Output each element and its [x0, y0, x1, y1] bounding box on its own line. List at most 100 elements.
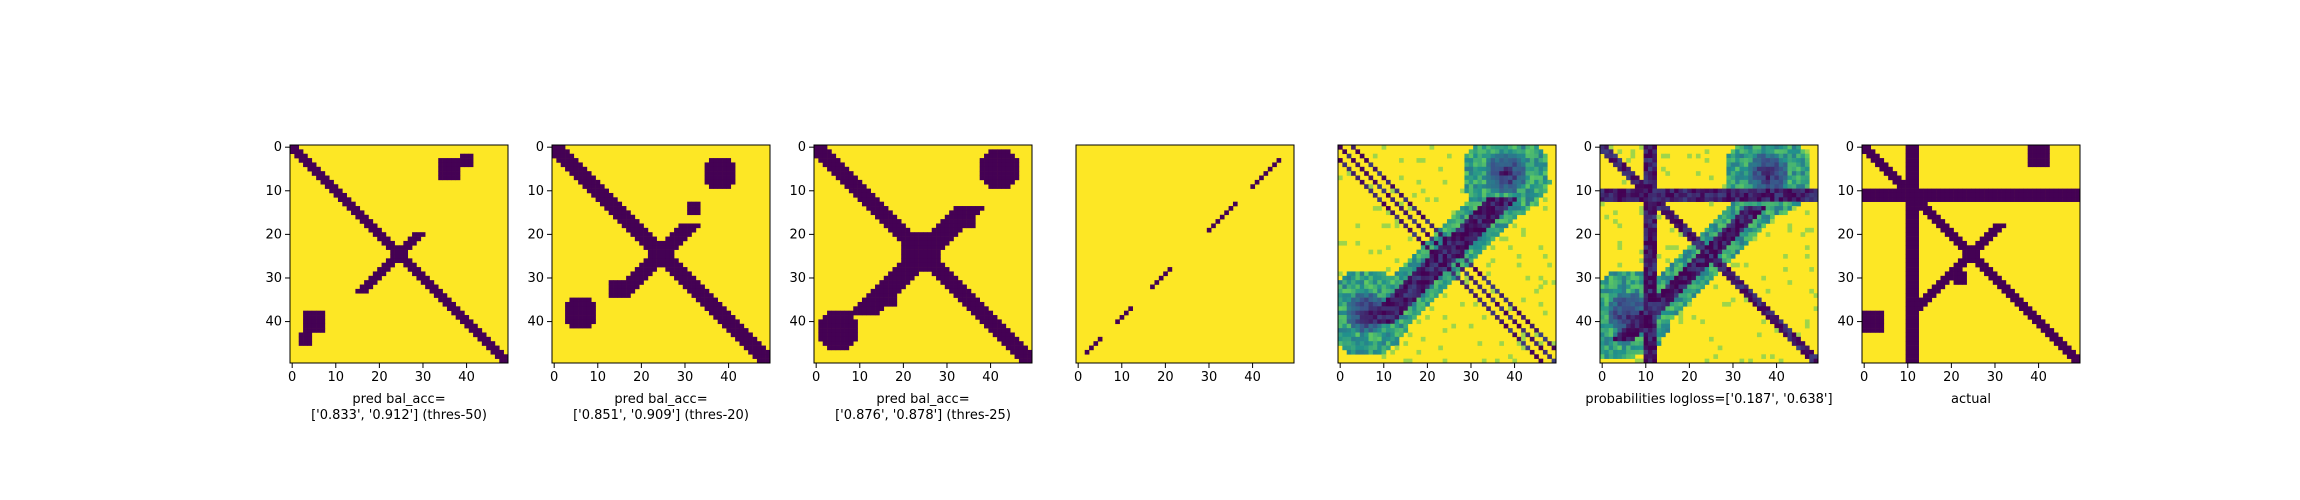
heatmap-cell: [1486, 293, 1491, 298]
heatmap-cell: [875, 293, 880, 298]
heatmap-cell: [713, 175, 718, 181]
heatmap-cell: [940, 267, 946, 272]
heatmap-cell: [1499, 306, 1504, 311]
heatmap-cell: [866, 310, 871, 316]
heatmap-cell: [905, 267, 911, 272]
heatmap-cell: [1770, 197, 1775, 202]
heatmap-cell: [2045, 197, 2050, 202]
heatmap-cell: [1464, 175, 1470, 181]
heatmap-cell: [1355, 341, 1361, 346]
heatmap-cell: [661, 240, 666, 246]
heatmap-cell: [1931, 214, 1937, 220]
heatmap-cell: [582, 310, 588, 316]
heatmap-cell: [1804, 323, 1810, 329]
heatmap-cell: [1634, 184, 1640, 189]
heatmap-cell: [1516, 341, 1522, 346]
heatmap-cell: [1643, 341, 1649, 346]
heatmap-cell: [822, 328, 828, 333]
heatmap-cell: [2049, 336, 2055, 342]
heatmap-cell: [1477, 284, 1483, 290]
heatmap-cell: [599, 188, 605, 194]
heatmap-cell: [1477, 210, 1483, 216]
heatmap-cell: [1909, 319, 1915, 325]
heatmap-cell: [1412, 315, 1417, 320]
heatmap-cell: [451, 301, 456, 307]
heatmap-cell: [1525, 158, 1531, 163]
heatmap-cell: [1778, 323, 1784, 329]
heatmap-cell: [1027, 358, 1033, 364]
heatmap-cell: [446, 301, 452, 307]
heatmap-cell: [613, 284, 618, 290]
heatmap-cell: [1359, 349, 1365, 355]
heatmap-cell: [591, 301, 596, 307]
heatmap-cell: [1765, 288, 1771, 294]
heatmap-cell: [1521, 158, 1526, 163]
heatmap-cell: [634, 236, 640, 242]
heatmap-cell: [1351, 336, 1356, 342]
heatmap-cell: [962, 206, 967, 211]
heatmap-cell: [294, 153, 300, 159]
heatmap-cell: [1804, 197, 1810, 202]
heatmap-cell: [2045, 332, 2050, 338]
heatmap-cell: [1735, 179, 1740, 185]
heatmap-cell: [591, 310, 596, 316]
x-tick-label: 20: [1419, 370, 1436, 385]
heatmap-cell: [1730, 227, 1736, 233]
heatmap-cell: [914, 254, 919, 259]
heatmap-cell: [901, 223, 906, 229]
heatmap-cell: [1455, 254, 1461, 259]
heatmap-cell: [936, 271, 941, 277]
heatmap-cell: [1709, 232, 1714, 237]
heatmap-cell: [1617, 262, 1623, 268]
heatmap-cell: [630, 232, 636, 237]
heatmap-cell: [1770, 149, 1775, 155]
heatmap-cell: [1678, 297, 1684, 303]
heatmap-cell: [1547, 179, 1552, 185]
x-tick-label: 10: [1114, 370, 1131, 385]
heatmap-cell: [944, 280, 950, 285]
heatmap-cell: [1621, 275, 1627, 281]
heatmap-cell: [652, 245, 657, 250]
heatmap-cell: [875, 297, 880, 303]
heatmap-cell: [1735, 214, 1740, 220]
heatmap-cell: [1652, 153, 1657, 159]
heatmap-cell: [1420, 275, 1426, 281]
heatmap-cells: [552, 145, 771, 364]
heatmap-cell: [905, 249, 911, 255]
heatmap-cell: [1604, 280, 1610, 285]
heatmap-cell: [1621, 323, 1627, 329]
heatmap-cell: [1804, 153, 1810, 159]
heatmap-cell: [1368, 306, 1374, 311]
heatmap-cell: [892, 280, 898, 285]
heatmap-cell: [1490, 145, 1496, 150]
heatmap-cell: [1521, 175, 1526, 181]
y-tick-label: 30: [789, 271, 806, 286]
heatmap-cell: [1643, 293, 1649, 298]
heatmap-cell: [1905, 227, 1911, 233]
heatmap-cell: [320, 175, 326, 181]
heatmap-cell: [1739, 236, 1745, 242]
heatmap-cell: [324, 184, 330, 189]
heatmap-cell: [1542, 153, 1548, 159]
heatmap-cell: [892, 284, 898, 290]
heatmap-cell: [1503, 171, 1509, 176]
heatmap-cell: [1018, 354, 1024, 359]
heatmap-cell: [1351, 323, 1356, 329]
heatmap-cell: [1709, 267, 1714, 272]
heatmap-cell: [1909, 301, 1915, 307]
heatmap-cell: [1010, 166, 1015, 172]
heatmap-cell: [1359, 179, 1365, 185]
heatmap-cell: [2071, 349, 2076, 355]
heatmap-cell: [682, 280, 688, 285]
heatmap-cell: [966, 297, 972, 303]
heatmap-cell: [1626, 328, 1631, 333]
heatmap-cell: [1643, 249, 1649, 255]
heatmap-cell: [1494, 184, 1500, 189]
heatmap-cell: [1936, 197, 1941, 202]
heatmap-cell: [1647, 336, 1653, 342]
heatmap-cell: [1875, 315, 1880, 320]
heatmap-cell: [1909, 249, 1915, 255]
heatmap-cell: [1534, 175, 1539, 181]
heatmap-cell: [1962, 197, 1967, 202]
heatmap-cell: [1416, 280, 1422, 285]
